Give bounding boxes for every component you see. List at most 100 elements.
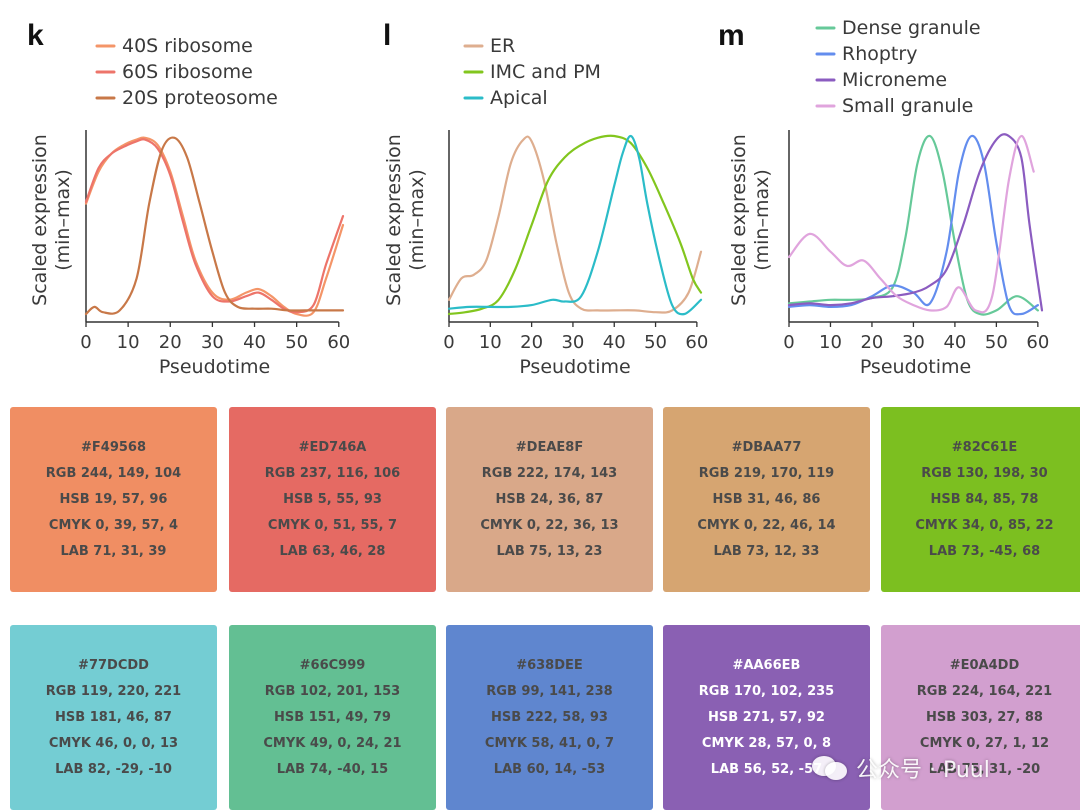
swatch-hsb: HSB 151, 49, 79	[274, 709, 391, 725]
swatch-rgb: RGB 102, 201, 153	[264, 683, 401, 699]
legend-label: ER	[490, 35, 515, 57]
swatch-cmyk: CMYK 46, 0, 0, 13	[48, 735, 179, 751]
panel-l: l ER IMC and PM Apical 0 10 20 30 40 50 60 Pseudoti…	[383, 19, 708, 378]
swatch-cmyk: CMYK 49, 0, 24, 21	[263, 735, 402, 751]
x-tick-label: 10	[479, 332, 502, 353]
swatch-hex: #E0A4DD	[949, 657, 1020, 673]
swatch-hex: #F49568	[81, 439, 146, 455]
x-tick-label: 30	[201, 332, 224, 353]
y-axis-label-line2: (min–max)	[406, 169, 428, 271]
watermark: 公众号 · Puul	[812, 751, 990, 785]
x-tick-label: 0	[80, 332, 91, 353]
swatch-rgb: RGB 237, 116, 106	[264, 465, 401, 481]
y-axis-label-line2: (min–max)	[751, 169, 773, 271]
series-line	[447, 135, 703, 314]
swatch-lab: LAB 73, -45, 68	[928, 543, 1041, 559]
swatch-hsb: HSB 31, 46, 86	[712, 491, 821, 507]
y-axis-label-line1: Scaled expression	[383, 134, 405, 306]
color-swatch-card: #77DCDD RGB 119, 220, 221 HSB 181, 46, 87 C…	[10, 625, 217, 810]
swatch-lab: LAB 60, 14, -53	[493, 761, 606, 777]
swatch-cmyk: CMYK 0, 22, 36, 13	[480, 517, 619, 533]
series-line	[447, 134, 703, 316]
swatch-rgb: RGB 222, 174, 143	[481, 465, 618, 481]
swatch-lab: LAB 75, 31, -20	[928, 761, 1041, 777]
swatch-hsb: HSB 19, 57, 96	[59, 491, 168, 507]
series-line	[787, 134, 1035, 314]
x-tick-label: 50	[285, 332, 308, 353]
y-axis-label-line2: (min–max)	[52, 169, 74, 271]
panel-letter-k: k	[27, 19, 44, 52]
swatch-lab: LAB 71, 31, 39	[60, 543, 167, 559]
swatch-lab: LAB 73, 12, 33	[713, 543, 820, 559]
swatch-hex: #77DCDD	[78, 657, 149, 673]
swatch-hex: #66C999	[299, 657, 366, 673]
panel-letter-l: l	[383, 19, 391, 52]
swatch-rgb: RGB 119, 220, 221	[45, 683, 182, 699]
legend-label: Rhoptry	[842, 43, 917, 65]
x-tick-label: 20	[520, 332, 543, 353]
swatch-hsb: HSB 84, 85, 78	[930, 491, 1039, 507]
swatch-cmyk: CMYK 34, 0, 85, 22	[915, 517, 1054, 533]
series-line	[84, 136, 345, 317]
y-axis-label-line1: Scaled expression	[728, 134, 750, 306]
swatch-hsb: HSB 24, 36, 87	[495, 491, 604, 507]
color-swatch-card: #F49568 RGB 244, 149, 104 HSB 19, 57, 96 CM…	[10, 407, 217, 592]
swatch-lab: LAB 75, 13, 23	[496, 543, 603, 559]
x-tick-label: 20	[860, 332, 883, 353]
x-tick-label: 20	[159, 332, 182, 353]
x-tick-label: 50	[644, 332, 667, 353]
swatch-cmyk: CMYK 58, 41, 0, 7	[484, 735, 615, 751]
x-tick-label: 60	[685, 332, 708, 353]
color-swatch-card: #ED746A RGB 237, 116, 106 HSB 5, 55, 93 CMY…	[229, 407, 436, 592]
swatch-rgb: RGB 99, 141, 238	[486, 683, 613, 699]
charts-svg: k 40S ribosome 60S ribosome 20S proteosome 0…	[27, 17, 1049, 378]
x-tick-label: 60	[1026, 332, 1049, 353]
watermark-text: 公众号 · Puul	[856, 758, 990, 783]
x-tick-label: 0	[783, 332, 794, 353]
series-line	[787, 134, 1039, 316]
x-tick-label: 30	[902, 332, 925, 353]
swatch-cmyk: CMYK 28, 57, 0, 8	[701, 735, 832, 751]
series-line	[787, 133, 1044, 312]
color-swatch-card: #E0A4DD RGB 224, 164, 221 HSB 303, 27, 88 C…	[881, 625, 1080, 810]
x-tick-label: 10	[117, 332, 140, 353]
swatch-rgb: RGB 130, 198, 30	[921, 465, 1048, 481]
x-axis-label: Pseudotime	[159, 356, 270, 378]
swatch-hex: #AA66EB	[732, 657, 801, 673]
series-line	[447, 134, 703, 316]
swatch-cmyk: CMYK 0, 51, 55, 7	[267, 517, 398, 533]
legend-label: IMC and PM	[490, 61, 601, 83]
wechat-icon	[812, 754, 848, 782]
legend-label: 60S ribosome	[122, 61, 253, 83]
x-tick-label: 40	[243, 332, 266, 353]
x-tick-label: 10	[819, 332, 842, 353]
swatch-hsb: HSB 271, 57, 92	[708, 709, 825, 725]
swatch-hex: #DBAA77	[731, 439, 802, 455]
legend-label: 40S ribosome	[122, 35, 253, 57]
color-swatch-card: #638DEE RGB 99, 141, 238 HSB 222, 58, 93 CM…	[446, 625, 653, 810]
x-tick-label: 0	[443, 332, 454, 353]
x-tick-label: 60	[327, 332, 350, 353]
panel-m: m Dense granule Rhoptry Microneme Small gran…	[718, 17, 1049, 378]
series-line	[84, 136, 345, 316]
swatch-lab: LAB 56, 52, -57	[710, 761, 823, 777]
swatch-lab: LAB 63, 46, 28	[279, 543, 386, 559]
swatch-hex: #638DEE	[516, 657, 583, 673]
swatch-hsb: HSB 222, 58, 93	[491, 709, 608, 725]
y-axis-label-line1: Scaled expression	[29, 134, 51, 306]
legend-label: Apical	[490, 87, 548, 109]
color-swatch-card: #DEAE8F RGB 222, 174, 143 HSB 24, 36, 87 CM…	[446, 407, 653, 592]
series-line	[84, 138, 345, 314]
x-axis-label: Pseudotime	[860, 356, 971, 378]
legend-label: Dense granule	[842, 17, 981, 39]
swatch-lab: LAB 74, -40, 15	[276, 761, 389, 777]
color-swatch-card: #82C61E RGB 130, 198, 30 HSB 84, 85, 78 CMY…	[881, 407, 1080, 592]
swatch-hsb: HSB 181, 46, 87	[55, 709, 172, 725]
swatch-cmyk: CMYK 0, 27, 1, 12	[919, 735, 1050, 751]
x-axis-label: Pseudotime	[519, 356, 630, 378]
series-line	[787, 134, 1039, 316]
swatch-rgb: RGB 219, 170, 119	[698, 465, 835, 481]
legend-label: Microneme	[842, 69, 947, 91]
x-tick-label: 30	[561, 332, 584, 353]
